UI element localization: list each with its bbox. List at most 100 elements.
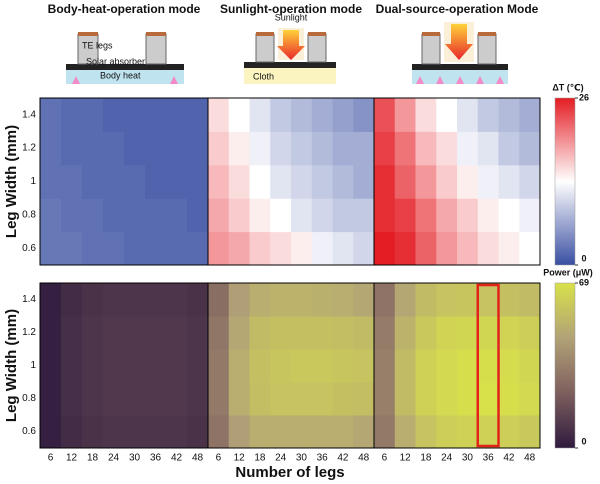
x-tick-label: 6 <box>48 453 54 464</box>
cell <box>61 198 83 233</box>
cell <box>124 198 146 233</box>
cell <box>353 231 375 266</box>
cell <box>82 415 104 449</box>
cell <box>270 349 292 383</box>
cell <box>477 164 499 199</box>
cell <box>374 316 396 350</box>
cell <box>124 382 146 416</box>
cell <box>477 349 499 383</box>
x-tick-label: 42 <box>337 453 349 464</box>
y-tick-label: 0.6 <box>22 243 36 254</box>
cell <box>477 316 499 350</box>
cell <box>374 283 396 317</box>
cell <box>291 131 313 166</box>
cell <box>457 415 479 449</box>
cell <box>477 131 499 166</box>
cell <box>187 164 209 199</box>
cell <box>519 231 541 266</box>
cell <box>82 316 104 350</box>
cell <box>166 283 188 317</box>
cell <box>228 283 250 317</box>
cell <box>270 131 292 166</box>
y-axis-label: Leg Width (mm) <box>3 309 20 422</box>
cell <box>166 316 188 350</box>
cell <box>311 349 333 383</box>
cell <box>457 231 479 266</box>
cell <box>353 164 375 199</box>
cell <box>374 164 396 199</box>
cell <box>332 131 354 166</box>
cell <box>249 231 271 266</box>
illustration-body-heat <box>66 32 184 84</box>
cell <box>228 382 250 416</box>
cell <box>498 349 520 383</box>
panel-frame <box>373 282 541 449</box>
cell <box>519 316 541 350</box>
cell <box>249 283 271 317</box>
label-te-legs: TE legs <box>82 40 113 50</box>
cell <box>498 198 520 233</box>
cell <box>291 349 313 383</box>
cell <box>394 316 416 350</box>
cell <box>228 98 250 132</box>
cell <box>436 382 458 416</box>
cell <box>166 231 188 266</box>
y-tick-label: 1 <box>30 176 36 187</box>
cell <box>82 283 104 317</box>
cell <box>415 231 437 266</box>
cell <box>311 164 333 199</box>
cell <box>249 316 271 350</box>
cell <box>82 382 104 416</box>
cell <box>103 415 125 449</box>
cell <box>291 198 313 233</box>
cell <box>374 382 396 416</box>
cell <box>145 382 167 416</box>
cell <box>498 316 520 350</box>
x-tick-label: 36 <box>150 453 162 464</box>
colorbar-tick-label: 69 <box>579 277 589 287</box>
y-axis-label: Leg Width (mm) <box>3 125 20 238</box>
x-tick-label: 12 <box>234 453 246 464</box>
cell <box>166 131 188 166</box>
cell <box>82 198 104 233</box>
cell <box>249 164 271 199</box>
x-tick-label: 6 <box>216 453 222 464</box>
cell <box>457 283 479 317</box>
cell <box>228 415 250 449</box>
x-tick-label: 48 <box>192 453 204 464</box>
cell <box>124 283 146 317</box>
cell <box>394 131 416 166</box>
cell <box>394 283 416 317</box>
cell <box>187 198 209 233</box>
cell <box>124 98 146 132</box>
x-tick-label: 30 <box>462 453 474 464</box>
cell <box>436 198 458 233</box>
cell <box>291 98 313 132</box>
cell <box>353 349 375 383</box>
cell <box>436 98 458 132</box>
cell <box>40 98 62 132</box>
cell <box>270 415 292 449</box>
cell <box>374 231 396 266</box>
cell <box>208 349 230 383</box>
cell <box>208 164 230 199</box>
cell <box>208 231 230 266</box>
cell <box>311 198 333 233</box>
illustration-dual <box>412 22 508 84</box>
cell <box>103 198 125 233</box>
cell <box>394 164 416 199</box>
cell <box>61 415 83 449</box>
cell <box>457 316 479 350</box>
y-tick-label: 1.4 <box>22 109 36 120</box>
x-tick-label: 42 <box>171 453 183 464</box>
cell <box>40 131 62 166</box>
cell <box>270 283 292 317</box>
cell <box>187 231 209 266</box>
cell <box>103 349 125 383</box>
cell <box>498 382 520 416</box>
colorbar <box>554 282 576 449</box>
cell <box>394 98 416 132</box>
cell <box>208 198 230 233</box>
cell <box>311 382 333 416</box>
